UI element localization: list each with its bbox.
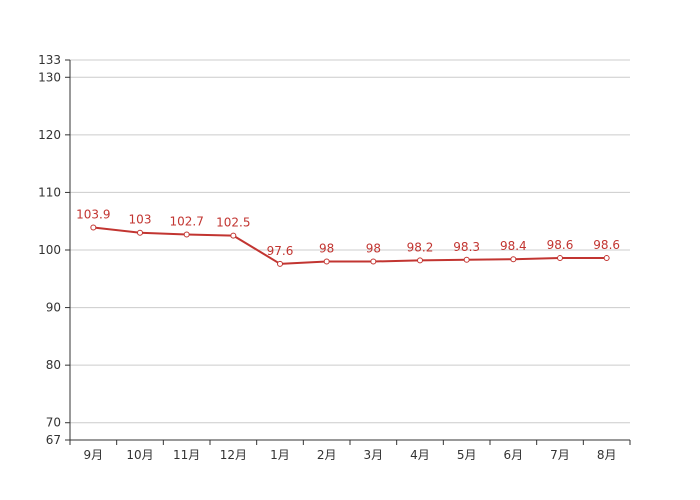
x-tick-label: 5月 bbox=[457, 448, 477, 462]
x-tick-label: 2月 bbox=[317, 448, 337, 462]
data-point bbox=[370, 258, 377, 265]
data-label: 103 bbox=[129, 213, 152, 227]
data-point bbox=[463, 256, 470, 263]
y-tick-label: 100 bbox=[38, 243, 61, 257]
data-point bbox=[603, 255, 610, 262]
x-tick-label: 1月 bbox=[270, 448, 290, 462]
data-point bbox=[90, 224, 97, 231]
data-point bbox=[183, 231, 190, 238]
x-tick-label: 9月 bbox=[84, 448, 104, 462]
data-label: 98.4 bbox=[500, 239, 527, 253]
y-tick-label: 80 bbox=[46, 358, 61, 372]
data-label: 98.6 bbox=[547, 238, 574, 252]
x-tick-label: 10月 bbox=[126, 448, 153, 462]
y-tick-label: 67 bbox=[46, 433, 61, 447]
y-tick-label: 133 bbox=[38, 53, 61, 67]
data-label: 98.3 bbox=[453, 240, 480, 254]
data-point bbox=[417, 257, 423, 264]
y-tick-label: 130 bbox=[38, 70, 61, 84]
data-point bbox=[323, 258, 330, 265]
y-tick-label: 70 bbox=[46, 416, 61, 430]
y-tick-label: 110 bbox=[38, 185, 61, 199]
x-axis-ticks: 9月 10月 11月 12月 1月 2月 3月 4月 5月 6月 7月 8月 bbox=[69, 440, 631, 462]
x-tick-label: 6月 bbox=[504, 448, 524, 462]
data-labels: 103.9 103 102.7 102.5 97.6 98 98 98.2 98.3 98.4 98… bbox=[76, 208, 620, 258]
series-line-group bbox=[90, 224, 610, 267]
x-tick-label: 12月 bbox=[220, 448, 247, 462]
x-tick-label: 4月 bbox=[410, 448, 430, 462]
grid-lines bbox=[70, 59, 630, 441]
y-tick-label: 120 bbox=[38, 128, 61, 142]
data-point bbox=[137, 229, 143, 236]
x-tick-label: 8月 bbox=[597, 448, 617, 462]
x-tick-label: 11月 bbox=[173, 448, 200, 462]
data-label: 98.2 bbox=[407, 240, 434, 254]
x-tick-label: 7月 bbox=[550, 448, 570, 462]
data-label: 97.6 bbox=[267, 244, 294, 258]
data-point bbox=[277, 260, 283, 267]
data-label: 102.5 bbox=[216, 216, 250, 230]
data-point bbox=[510, 256, 517, 263]
data-label: 98.6 bbox=[593, 238, 620, 252]
data-label: 98 bbox=[366, 242, 381, 256]
data-point bbox=[230, 232, 237, 239]
data-label: 102.7 bbox=[169, 214, 203, 228]
data-point bbox=[557, 255, 563, 262]
x-tick-label: 3月 bbox=[364, 448, 384, 462]
series-line bbox=[93, 226, 607, 265]
y-axis-ticks: 67 70 80 90 100 110 120 130 133 bbox=[38, 53, 70, 447]
data-label: 98 bbox=[319, 242, 334, 256]
y-tick-label: 90 bbox=[46, 301, 61, 315]
data-label: 103.9 bbox=[76, 208, 110, 222]
